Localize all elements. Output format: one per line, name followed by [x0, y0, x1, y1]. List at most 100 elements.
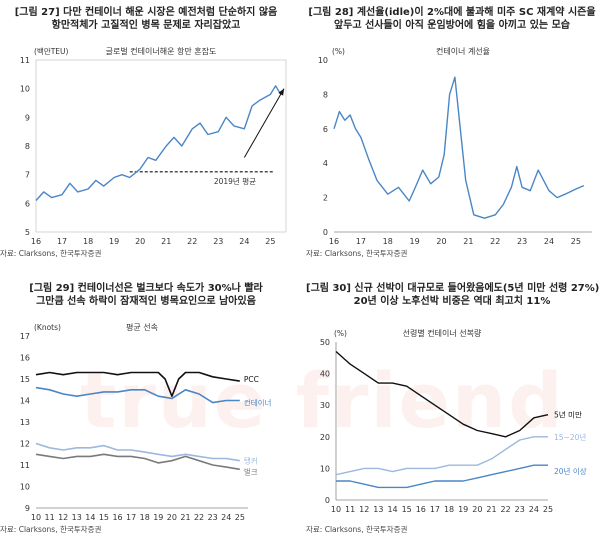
x-tick-label: 20 [167, 513, 177, 522]
y-tick-label: 30 [320, 401, 330, 410]
chart-panel-port-congestion: [그림 27] 다만 컨테이너 해운 시장은 예전처럼 단순하지 않음 항만적체… [0, 0, 292, 262]
panel-title-line2: 그만큼 선속 하락이 잠재적인 병목요인으로 남아있음 [36, 296, 256, 307]
reference-label: 2019년 평균 [214, 176, 256, 186]
x-tick-label: 24 [544, 237, 554, 246]
panel-title-line1: [그림 28] 계선율(idle)이 2%대에 불과해 미주 SC 재계약 시즌… [308, 7, 596, 18]
x-tick-label: 15 [402, 505, 412, 514]
x-tick-label: 12 [58, 513, 68, 522]
chart-panel-fleet-age: [그림 30] 신규 선박이 대규모로 들어왔음에도(5년 미만 선령 27%)… [306, 276, 600, 538]
x-tick-label: 16 [112, 513, 122, 522]
panel-title-line1: [그림 27] 다만 컨테이너 해운 시장은 예전처럼 단순하지 않음 [14, 7, 278, 18]
x-tick-label: 16 [329, 237, 339, 246]
series-line-계선율 [333, 76, 585, 219]
x-tick-label: 13 [72, 513, 82, 522]
y-tick-label: 20 [320, 433, 330, 442]
y-unit-label: (%) [334, 329, 347, 338]
x-tick-label: 12 [359, 505, 369, 514]
x-tick-label: 17 [126, 513, 136, 522]
x-tick-label: 16 [416, 505, 426, 514]
chart-title: 컨테이너 계선율 [436, 46, 490, 56]
y-tick-label: 10 [20, 85, 30, 94]
x-tick-label: 17 [430, 505, 440, 514]
x-tick-label: 19 [109, 237, 119, 246]
y-tick-label: 14 [20, 397, 30, 406]
x-tick-label: 22 [501, 505, 511, 514]
series-line-컨테이너 [35, 386, 240, 404]
trend-arrow [243, 88, 285, 158]
x-tick-label: 20 [436, 237, 446, 246]
legend-label-5년-미만: 5년 미만 [554, 410, 582, 420]
source-note: 자료: Clarksons, 한국투자증권 [306, 249, 408, 258]
x-tick-label: 10 [331, 505, 341, 514]
x-tick-label: 17 [356, 237, 366, 246]
y-tick-label: 0 [323, 228, 328, 237]
x-tick-label: 13 [373, 505, 383, 514]
source-note: 자료: Clarksons, 한국투자증권 [0, 249, 102, 258]
panel-title-line1: [그림 29] 컨테이너선은 벌크보다 속도가 30%나 빨라 [29, 283, 263, 294]
x-tick-label: 18 [383, 237, 393, 246]
chart-title: 글로벌 컨테이너해운 항만 혼잡도 [106, 46, 217, 56]
series-line-pcc [35, 371, 240, 397]
x-tick-label: 21 [161, 237, 171, 246]
x-tick-label: 25 [265, 237, 275, 246]
x-tick-label: 16 [31, 237, 41, 246]
x-tick-label: 24 [529, 505, 539, 514]
x-tick-label: 23 [517, 237, 527, 246]
x-tick-label: 25 [571, 237, 581, 246]
chart-panel-idle-rate: [그림 28] 계선율(idle)이 2%대에 불과해 미주 SC 재계약 시즌… [306, 0, 598, 262]
x-tick-label: 24 [239, 237, 249, 246]
series-line-15~20년 [335, 436, 548, 476]
series-line-벌크 [35, 453, 240, 471]
panel-title-line1: [그림 30] 신규 선박이 대규모로 들어왔음에도(5년 미만 선령 27%) [306, 283, 600, 294]
x-tick-label: 19 [153, 513, 163, 522]
x-tick-label: 15 [99, 513, 109, 522]
x-tick-label: 11 [345, 505, 355, 514]
x-tick-label: 20 [472, 505, 482, 514]
x-tick-label: 25 [543, 505, 553, 514]
chart-panel-avg-speed: [그림 29] 컨테이너선은 벌크보다 속도가 30%나 빨라 그만큼 선속 하… [0, 276, 292, 538]
x-tick-label: 11 [44, 513, 54, 522]
legend-label-컨테이너: 컨테이너 [244, 398, 272, 408]
panel-title: [그림 29] 컨테이너선은 벌크보다 속도가 30%나 빨라 그만큼 선속 하… [0, 282, 292, 308]
y-tick-label: 6 [323, 125, 328, 134]
panel-title: [그림 27] 다만 컨테이너 해운 시장은 예전처럼 단순하지 않음 항만적체… [0, 6, 292, 32]
y-tick-label: 8 [25, 142, 30, 151]
watermark: true friend [80, 356, 565, 445]
panel-title-line2: 앞두고 선사들이 아직 운임방어에 힘을 아끼고 있는 모습 [334, 20, 570, 31]
x-tick-label: 20 [135, 237, 145, 246]
plot-frame [35, 59, 287, 233]
y-tick-label: 10 [320, 464, 330, 473]
source-note: 자료: Clarksons, 한국투자증권 [0, 525, 102, 534]
x-tick-label: 17 [57, 237, 67, 246]
y-unit-label: (Knots) [34, 323, 61, 332]
y-tick-label: 2 [323, 194, 328, 203]
series-line-항만-혼잡도 [35, 85, 282, 201]
y-unit-label: (백만TEU) [34, 46, 69, 56]
y-unit-label: (%) [332, 47, 345, 56]
y-tick-label: 5 [25, 228, 30, 237]
x-tick-label: 22 [490, 237, 500, 246]
x-tick-label: 23 [208, 513, 218, 522]
legend-label-20년-이상: 20년 이상 [554, 466, 587, 476]
y-tick-label: 13 [20, 418, 30, 427]
chart-title: 선령별 컨테이너 선복량 [403, 328, 482, 338]
y-tick-label: 12 [20, 440, 30, 449]
panel-title: [그림 30] 신규 선박이 대규모로 들어왔음에도(5년 미만 선령 27%)… [306, 282, 600, 308]
y-tick-label: 7 [25, 171, 30, 180]
x-tick-label: 10 [31, 513, 41, 522]
x-tick-label: 14 [387, 505, 397, 514]
y-tick-label: 15 [20, 375, 30, 384]
y-tick-label: 11 [20, 461, 30, 470]
x-tick-label: 24 [221, 513, 231, 522]
x-tick-label: 23 [515, 505, 525, 514]
y-tick-label: 8 [323, 90, 328, 99]
series-line-탱커 [35, 442, 240, 462]
x-tick-label: 18 [444, 505, 454, 514]
y-tick-label: 10 [318, 56, 328, 65]
trend-arrow-head [278, 88, 284, 96]
legend-label-탱커: 탱커 [244, 456, 258, 466]
x-tick-label: 21 [463, 237, 473, 246]
